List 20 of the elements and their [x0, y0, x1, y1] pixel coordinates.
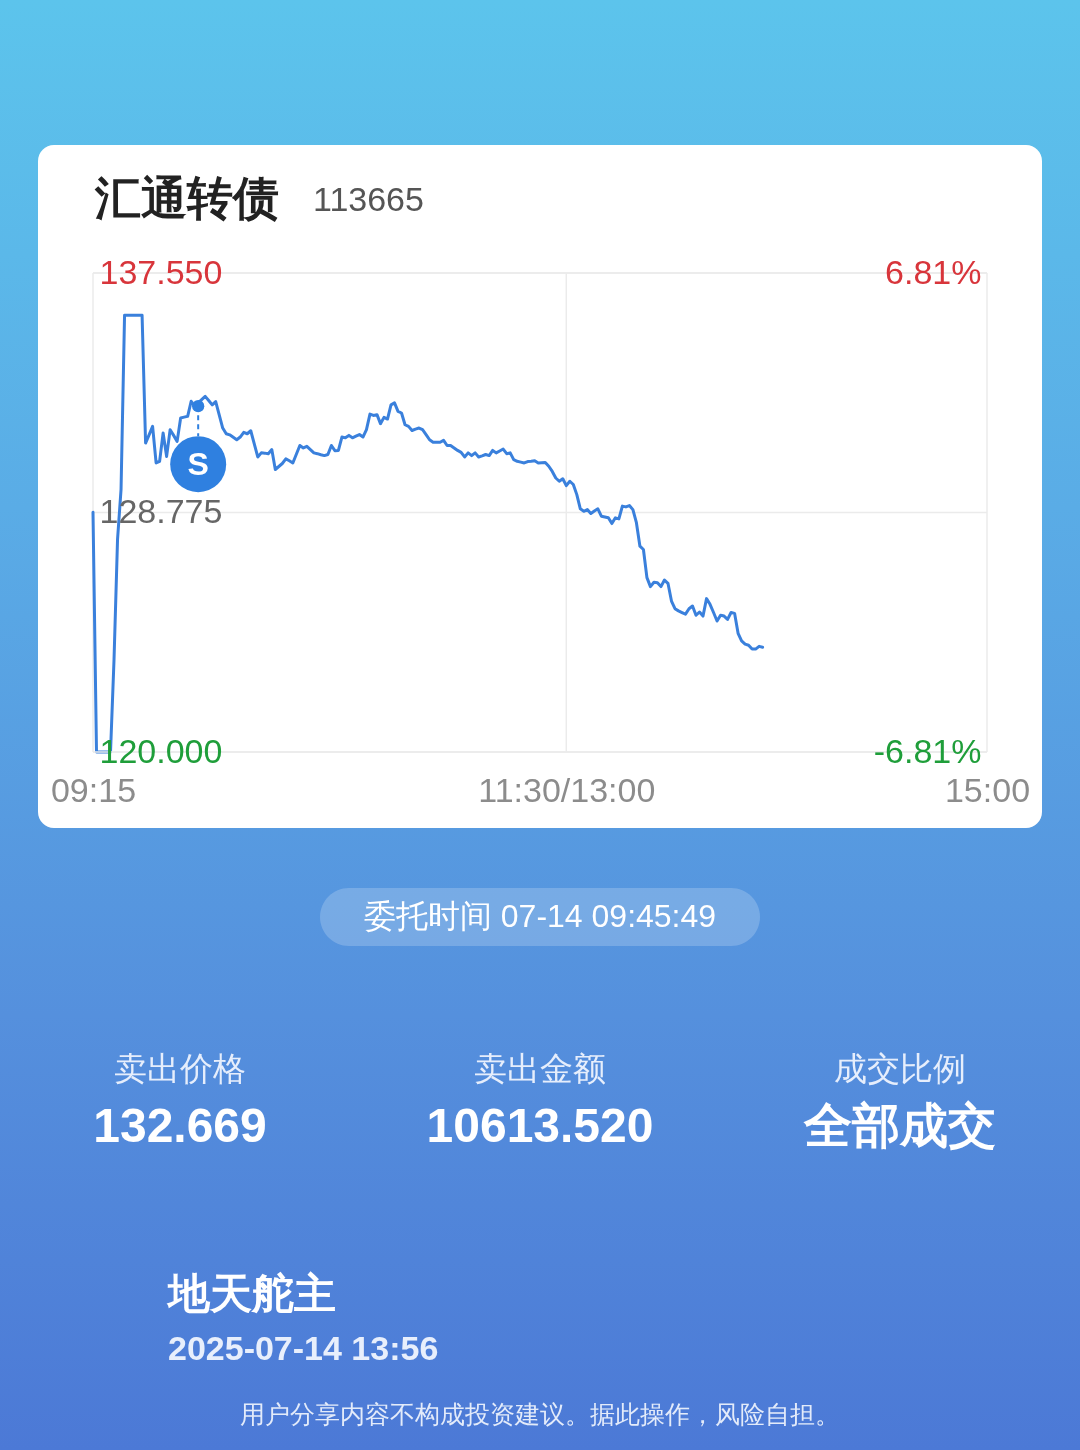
text: 全部成交	[803, 1099, 996, 1152]
legend-label: S	[187, 446, 209, 483]
y2-tick-label: 6.81%	[885, 252, 982, 291]
text: 用户分享内容不构成投资建议。据此操作，风险自担。	[240, 1400, 840, 1428]
y-tick-label: 120.000	[99, 731, 223, 770]
text: 卖出价格	[114, 1050, 246, 1087]
x-tick-label: 09:15	[50, 770, 137, 809]
y-tick-label: 137.550	[99, 252, 223, 291]
chart-title: 汇通转债	[94, 172, 279, 224]
x-tick-label: 11:30/13:00	[478, 770, 656, 809]
text: 2025-07-14 13:56	[168, 1329, 439, 1367]
y2-tick-label: -6.81%	[873, 731, 982, 770]
chart-subtitle: 113665	[313, 180, 424, 218]
text: 地天舵主	[166, 1270, 336, 1317]
text: 10613.520	[426, 1099, 654, 1152]
x-tick-label: 15:00	[944, 770, 1031, 809]
text: 成交比例	[834, 1050, 966, 1087]
text: 委托时间 07-14 09:45:49	[363, 898, 717, 934]
text: 卖出金额	[474, 1050, 606, 1087]
text: 132.669	[93, 1099, 267, 1152]
